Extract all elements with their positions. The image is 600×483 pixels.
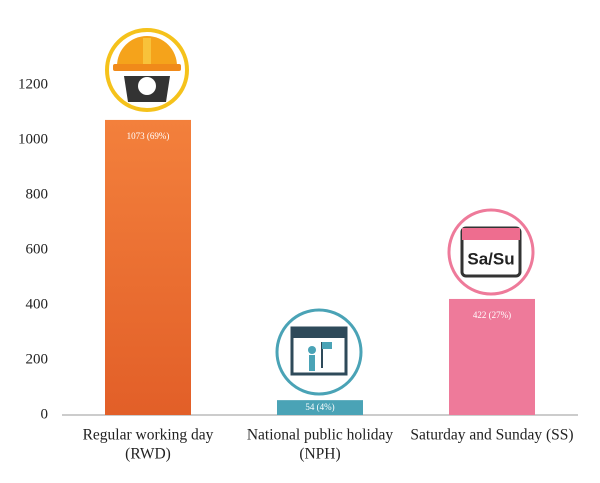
bar bbox=[277, 400, 363, 415]
x-tick-label: Regular working day bbox=[83, 427, 214, 444]
icon-calendar-weekend: Sa/Su bbox=[447, 208, 535, 296]
y-tick-label: 800 bbox=[26, 186, 49, 202]
y-tick-label: 200 bbox=[26, 351, 49, 367]
icon-calendar-holiday bbox=[275, 308, 363, 396]
y-tick-label: 600 bbox=[26, 241, 49, 257]
x-tick-label: Saturday and Sunday (SS) bbox=[410, 427, 573, 444]
y-tick-label: 400 bbox=[26, 296, 49, 312]
x-tick-label: (NPH) bbox=[299, 446, 340, 463]
bar bbox=[449, 298, 535, 415]
icon-helmet bbox=[105, 28, 189, 112]
x-tick-label: (RWD) bbox=[125, 446, 171, 463]
y-tick-label: 0 bbox=[41, 406, 49, 422]
bar bbox=[105, 119, 191, 416]
x-tick-label: National public holiday bbox=[247, 427, 394, 444]
y-tick-label: 1000 bbox=[18, 131, 48, 147]
y-tick-label: 1200 bbox=[18, 76, 48, 92]
value-label: 1073 (69%) bbox=[127, 131, 170, 141]
value-label: 422 (27%) bbox=[473, 310, 511, 320]
value-label: 54 (4%) bbox=[305, 402, 334, 412]
plot: 0 200 400 600 800 1000 1200 1073 (69%) Regular w… bbox=[18, 76, 578, 463]
icon-label: Sa/Su bbox=[467, 249, 514, 268]
